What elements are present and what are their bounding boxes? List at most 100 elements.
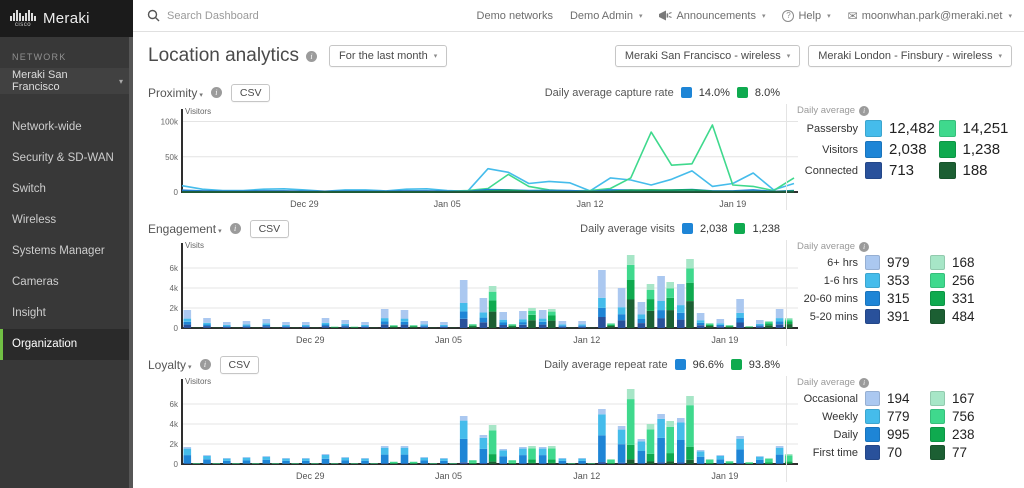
proximity-chart: 0 50k 100k Visitors Dec 29 Jan 05 Jan 12 Jan 19: [148, 104, 798, 210]
svg-text:Dec 29: Dec 29: [290, 199, 319, 209]
page-title: Location analytics: [148, 45, 300, 66]
svg-text:Visitors: Visitors: [185, 377, 211, 386]
cisco-wordmark: cisco: [14, 22, 32, 28]
sidebar: cisco Meraki NETWORK Meraki San Francisc…: [0, 0, 133, 488]
sidebar-item-wireless[interactable]: Wireless: [12, 214, 57, 226]
loyalty-section: Loyalty ▾ i CSV Daily average repeat rate…: [148, 353, 1012, 482]
proximity-csv-button[interactable]: CSV: [230, 83, 271, 102]
engagement-chart: 0 2k 4k 6k Visits Dec 29 Jan 05 Jan 12 Jan 19: [148, 240, 798, 346]
legend-swatch-blue: [680, 87, 692, 98]
sidebar-item-systems-manager[interactable]: Systems Manager: [12, 245, 105, 257]
proximity-title-dropdown[interactable]: Proximity ▾: [148, 85, 203, 100]
legend-swatch-blue: [681, 223, 693, 234]
daily-average-row: Weekly 779 756: [822, 409, 975, 424]
info-icon[interactable]: i: [306, 50, 318, 62]
network-b-dropdown[interactable]: Meraki London - Finsbury - wireless ▾: [808, 45, 1012, 67]
daily-average-row: Visitors 2,038 1,238: [822, 141, 1001, 158]
chevron-down-icon: ▾: [1008, 12, 1012, 20]
megaphone-icon: [659, 10, 673, 21]
chevron-down-icon: ▾: [761, 12, 766, 20]
loyalty-title-dropdown[interactable]: Loyalty ▾: [148, 357, 192, 372]
sidebar-item-insight[interactable]: Insight: [12, 307, 46, 319]
chevron-down-icon: ▾: [638, 12, 643, 20]
loyalty-daily-average-panel: Daily average i Occasional 194 167 Weekly 779…: [786, 376, 1012, 482]
svg-text:Dec 29: Dec 29: [296, 471, 325, 481]
proximity-section: Proximity ▾ i CSV Daily average capture r…: [148, 81, 1012, 210]
svg-text:100k: 100k: [161, 118, 179, 127]
legend-swatch-green: [734, 223, 746, 234]
engagement-legend: Daily average visits 2,038 1,238: [580, 222, 780, 235]
svg-text:2k: 2k: [170, 304, 179, 313]
network-selector-dropdown[interactable]: Meraki San Francisco ▾: [0, 68, 133, 94]
legend-swatch-green: [736, 87, 748, 98]
info-icon[interactable]: i: [199, 359, 211, 370]
meraki-logo[interactable]: cisco Meraki: [0, 0, 133, 37]
engagement-title-dropdown[interactable]: Engagement ▾: [148, 221, 222, 236]
chevron-down-icon: ▾: [786, 53, 791, 60]
daily-average-row: 20-60 mins 315 331: [803, 291, 975, 306]
info-icon[interactable]: i: [859, 241, 870, 252]
sidebar-item-switch[interactable]: Switch: [12, 183, 46, 195]
info-icon[interactable]: i: [859, 105, 870, 116]
svg-text:4k: 4k: [170, 284, 179, 293]
time-filter-dropdown[interactable]: For the last month ▾: [329, 45, 448, 67]
daily-average-row: First time 70 77: [812, 445, 968, 460]
svg-text:Jan 05: Jan 05: [435, 335, 462, 345]
main-area: Demo networks Demo Admin ▾ Announcements…: [133, 0, 1024, 488]
loyalty-chart: 0 2k 4k 6k Visitors Dec 29 Jan 05 Jan 12 Jan 19: [148, 376, 798, 482]
sidebar-item-security-sd-wan[interactable]: Security & SD-WAN: [12, 152, 114, 164]
account-menu[interactable]: ✉ moonwhan.park@meraki.net ▾: [847, 8, 1012, 23]
daily-average-row: 1-6 hrs 353 256: [823, 273, 975, 288]
info-icon[interactable]: i: [859, 377, 870, 388]
svg-text:0: 0: [174, 460, 179, 469]
chevron-down-icon: ▾: [827, 12, 831, 20]
svg-text:Visitors: Visitors: [185, 107, 211, 116]
topbar: Demo networks Demo Admin ▾ Announcements…: [133, 0, 1024, 32]
meraki-wordmark: Meraki: [43, 10, 90, 27]
cisco-logo-icon: cisco: [10, 9, 36, 28]
chevron-down-icon: ▾: [998, 53, 1002, 60]
daily-average-row: 5-20 mins 391 484: [809, 309, 975, 324]
svg-text:Jan 12: Jan 12: [576, 199, 603, 209]
chevron-down-icon: ▾: [118, 76, 123, 86]
demo-admin-menu[interactable]: Demo Admin ▾: [569, 9, 643, 22]
loyalty-legend: Daily average repeat rate 96.6% 93.8%: [544, 358, 780, 371]
legend-swatch-green: [730, 359, 742, 370]
svg-text:Jan 12: Jan 12: [573, 471, 600, 481]
sidebar-item-cameras[interactable]: Cameras: [12, 276, 59, 288]
content: Location analytics i For the last month …: [133, 32, 1024, 488]
search-icon: [147, 9, 160, 22]
engagement-daily-average-panel: Daily average i 6+ hrs 979 168 1-6 hrs 353 256…: [786, 240, 1012, 346]
info-icon[interactable]: i: [210, 87, 222, 98]
svg-text:Jan 19: Jan 19: [711, 335, 738, 345]
daily-average-row: 6+ hrs 979 168: [827, 255, 975, 270]
engagement-section: Engagement ▾ i CSV Daily average visits 2…: [148, 217, 1012, 346]
announcements-menu[interactable]: Announcements ▾: [659, 10, 765, 22]
sidebar-item-organization[interactable]: Organization: [0, 329, 133, 360]
daily-average-row: Occasional 194 167: [803, 391, 975, 406]
loyalty-csv-button[interactable]: CSV: [219, 355, 260, 374]
network-a-dropdown[interactable]: Meraki San Francisco - wireless ▾: [614, 45, 801, 67]
svg-text:Jan 05: Jan 05: [435, 471, 462, 481]
info-icon[interactable]: i: [229, 223, 241, 234]
page-header: Location analytics i For the last month …: [148, 38, 1012, 74]
help-menu[interactable]: ? Help ▾: [782, 9, 831, 22]
sidebar-item-network-wide[interactable]: Network-wide: [12, 121, 82, 133]
svg-text:Jan 05: Jan 05: [434, 199, 461, 209]
svg-text:4k: 4k: [170, 420, 179, 429]
help-icon: ?: [782, 9, 795, 22]
search-input[interactable]: [167, 9, 387, 22]
envelope-icon: ✉: [847, 8, 858, 23]
engagement-csv-button[interactable]: CSV: [249, 219, 290, 238]
chevron-down-icon: ▾: [433, 53, 438, 60]
svg-text:Dec 29: Dec 29: [296, 335, 325, 345]
svg-text:Visits: Visits: [185, 241, 204, 250]
legend-swatch-blue: [674, 359, 686, 370]
sidebar-scrollbar[interactable]: [129, 37, 133, 488]
network-section-label: NETWORK: [12, 52, 67, 62]
svg-text:0: 0: [174, 324, 179, 333]
svg-text:50k: 50k: [165, 153, 179, 162]
svg-text:6k: 6k: [170, 264, 179, 273]
demo-networks-link[interactable]: Demo networks: [476, 9, 553, 22]
